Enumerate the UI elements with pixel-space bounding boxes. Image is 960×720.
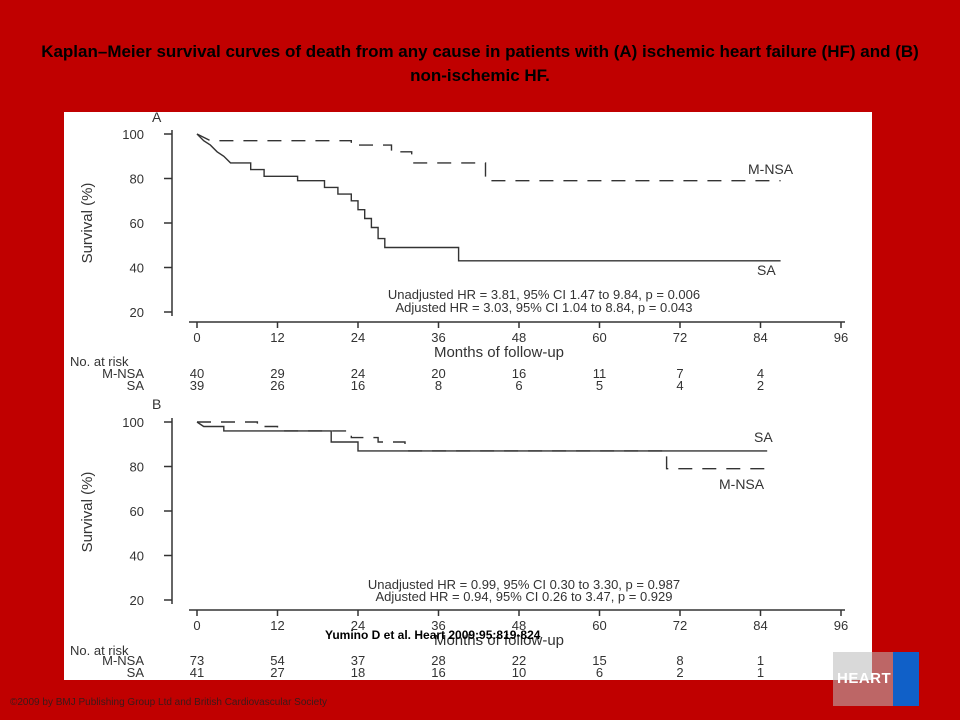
panel-b-y-tick-label: 80 (130, 460, 144, 475)
panel-b-risk-value: 28 (431, 653, 445, 668)
panel-b-x-tick-label: 96 (834, 618, 848, 633)
panel-a-x-tick-label: 36 (431, 330, 445, 345)
panel-a-risk-value: 2 (757, 378, 764, 393)
heart-journal-logo: HEART (833, 652, 919, 706)
panel-a-series-m-nsa-label: M-NSA (748, 161, 794, 177)
panel-b-risk-value: 16 (431, 665, 445, 680)
panel-a-risk-value: 5 (596, 378, 603, 393)
panel-a-risk-row-label: M-NSA (102, 366, 144, 381)
panel-b-label: B (152, 396, 161, 412)
panel-a-x-tick-label: 12 (270, 330, 284, 345)
panel-b-y-tick-label: 60 (130, 504, 144, 519)
panel-a-x-tick-label: 0 (193, 330, 200, 345)
panel-a-x-tick-label: 24 (351, 330, 365, 345)
figure-panel: A 20 40 60 80 100 Survival (%) 0 12 24 36 48 60 72 84 9… (64, 112, 872, 680)
panel-b-risk-value: 41 (190, 665, 204, 680)
panel-a-risk-value: 8 (435, 378, 442, 393)
panel-b-x-tick-label: 12 (270, 618, 284, 633)
panel-b-x-axis-label: Months of follow-up (434, 632, 564, 649)
panel-b-risk-value: 1 (757, 653, 764, 668)
panel-a-y-tick-label: 100 (122, 127, 144, 142)
panel-b-risk-value: 6 (596, 665, 603, 680)
panel-b-risk-row-label: SA (127, 665, 145, 680)
panel-a-risk-value: 4 (757, 366, 764, 381)
panel-a-x-axis-label: Months of follow-up (434, 344, 564, 361)
panel-b-series-sa-curve (196, 421, 768, 452)
panel-a-risk-value: 29 (270, 366, 284, 381)
citation: Yumino D et al. Heart 2009;95:819-824 (325, 628, 541, 642)
panel-b-risk-value: 54 (270, 653, 284, 668)
panel-a-y-tick-label: 40 (130, 261, 144, 276)
panel-b-risk-value: 2 (676, 665, 683, 680)
panel-a-risk-value: 6 (515, 378, 522, 393)
panel-b-series-m-nsa-label: M-NSA (719, 476, 765, 492)
panel-b-hr-annotation: Adjusted HR = 0.94, 95% CI 0.26 to 3.47,… (375, 589, 672, 604)
panel-b-risk-value: 18 (351, 665, 365, 680)
panel-a-risk-row-label: SA (127, 378, 145, 393)
panel-a-risk-value: 16 (351, 378, 365, 393)
logo-blue-bar (893, 652, 919, 706)
panel-a-x-tick-label: 96 (834, 330, 848, 345)
panel-a-hr-annotation: Adjusted HR = 3.03, 95% CI 1.04 to 8.84,… (395, 300, 692, 315)
slide-title: Kaplan–Meier survival curves of death fr… (41, 42, 919, 85)
copyright-notice: ©2009 by BMJ Publishing Group Ltd and Br… (10, 697, 327, 708)
panel-a-series-sa-label: SA (757, 262, 776, 278)
panel-b-risk-row-label: M-NSA (102, 653, 144, 668)
panel-a-y-tick-label: 20 (130, 305, 144, 320)
panel-b-y-tick-label: 100 (122, 415, 144, 430)
panel-b-risk-value: 37 (351, 653, 365, 668)
panel-a-x-tick-label: 84 (753, 330, 767, 345)
panel-a-label: A (152, 112, 162, 125)
panel-a-series-m-nsa-curve (196, 133, 781, 182)
panel-a-hr-annotation: Unadjusted HR = 3.81, 95% CI 1.47 to 9.8… (388, 287, 700, 302)
panel-a-risk-value: 16 (512, 366, 526, 381)
panel-a-risk-value: 20 (431, 366, 445, 381)
panel-b-risk-value: 27 (270, 665, 284, 680)
panel-a-risk-value: 39 (190, 378, 204, 393)
panel-a-risk-table-header: No. at risk (70, 354, 129, 369)
panel-b-y-tick-label: 20 (130, 593, 144, 608)
panel-b-x-tick-label: 36 (431, 618, 445, 633)
panel-a-y-axis-label: Survival (%) (79, 183, 96, 264)
panel-a-y-tick-label: 80 (130, 172, 144, 187)
panel-b-x-tick-label: 48 (512, 618, 526, 633)
panel-a-y-tick-label: 60 (130, 216, 144, 231)
panel-b-risk-value: 8 (676, 653, 683, 668)
panel-b-risk-value: 73 (190, 653, 204, 668)
panel-b-x-tick-label: 0 (193, 618, 200, 633)
panel-a-risk-value: 11 (593, 366, 607, 381)
panel-b-risk-value: 22 (512, 653, 526, 668)
panel-a-risk-value: 26 (270, 378, 284, 393)
panel-b-risk-value: 1 (757, 665, 764, 680)
panel-b-risk-value: 15 (592, 653, 606, 668)
panel-b-y-axis-label: Survival (%) (79, 472, 96, 553)
panel-b-series-m-nsa-curve (197, 421, 768, 470)
panel-b-hr-annotation: Unadjusted HR = 0.99, 95% CI 0.30 to 3.3… (368, 577, 680, 592)
logo-text: HEART (837, 670, 892, 687)
panel-b-risk-table-header: No. at risk (70, 643, 129, 658)
panel-a-series-sa-curve (196, 133, 781, 262)
panel-b-x-tick-label: 24 (351, 618, 365, 633)
panel-a-x-tick-label: 72 (673, 330, 687, 345)
panel-a-x-tick-label: 60 (592, 330, 606, 345)
panel-b-series-sa-label: SA (754, 429, 773, 445)
panel-a-risk-value: 40 (190, 366, 204, 381)
panel-b-y-tick-label: 40 (130, 549, 144, 564)
panel-a-risk-value: 4 (676, 378, 683, 393)
panel-a-risk-value: 24 (351, 366, 365, 381)
panel-b-x-tick-label: 60 (592, 618, 606, 633)
panel-b-x-tick-label: 84 (753, 618, 767, 633)
panel-b-risk-value: 10 (512, 665, 526, 680)
panel-b-x-tick-label: 72 (673, 618, 687, 633)
panel-a-x-tick-label: 48 (512, 330, 526, 345)
panel-a-risk-value: 7 (676, 366, 683, 381)
